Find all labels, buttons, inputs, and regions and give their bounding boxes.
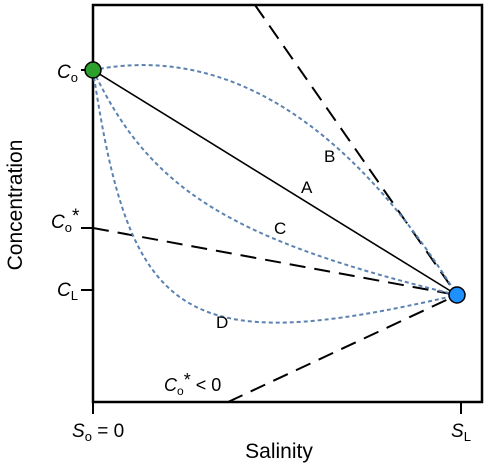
- curve-label-c: C: [274, 219, 286, 238]
- c0-sub: o: [71, 70, 78, 85]
- annotation-symbol: C: [164, 375, 178, 395]
- c0-star-symbol: C: [51, 212, 65, 233]
- curve-b: [93, 64, 458, 296]
- effective-intercept-line: [93, 227, 458, 296]
- annotation-suffix: < 0: [191, 375, 222, 395]
- s0-suffix: = 0: [92, 421, 124, 442]
- y-label-c0: Co: [57, 62, 78, 85]
- x-axis-title: Salinity: [245, 440, 313, 463]
- c0-star-sub: o: [65, 220, 72, 235]
- negative-intercept-line: [227, 294, 458, 402]
- s0-symbol: S: [72, 421, 85, 442]
- curve-label-b: B: [324, 147, 335, 166]
- x-label-s0: So = 0: [72, 421, 124, 444]
- fresh-endmember-point: [84, 61, 102, 79]
- cl-symbol: C: [57, 280, 71, 301]
- plot-frame: [91, 3, 484, 404]
- curve-d: [93, 69, 458, 324]
- sl-sub: L: [464, 429, 471, 444]
- annotation-sup: *: [184, 370, 191, 390]
- cl-sub: L: [71, 288, 78, 303]
- curve-label-d: D: [216, 313, 228, 332]
- y-label-c0-star: Co*: [51, 206, 80, 235]
- y-label-cl: CL: [57, 280, 78, 303]
- curve-c: [93, 69, 458, 296]
- c0-star-sup: *: [72, 206, 80, 227]
- negative-intercept-label: Co* < 0: [164, 370, 221, 398]
- saline-endmember-point: [448, 286, 466, 304]
- curve-label-a: A: [301, 178, 313, 197]
- annotation-sub: o: [177, 384, 184, 398]
- x-label-sl: SL: [451, 421, 471, 444]
- conservative-mixing-line-a: [93, 69, 458, 296]
- s0-sub: o: [85, 429, 92, 444]
- upper-tangent-line: [254, 5, 458, 296]
- y-axis-title: Concentration: [4, 140, 27, 271]
- c0-symbol: C: [57, 62, 71, 83]
- sl-symbol: S: [451, 421, 464, 442]
